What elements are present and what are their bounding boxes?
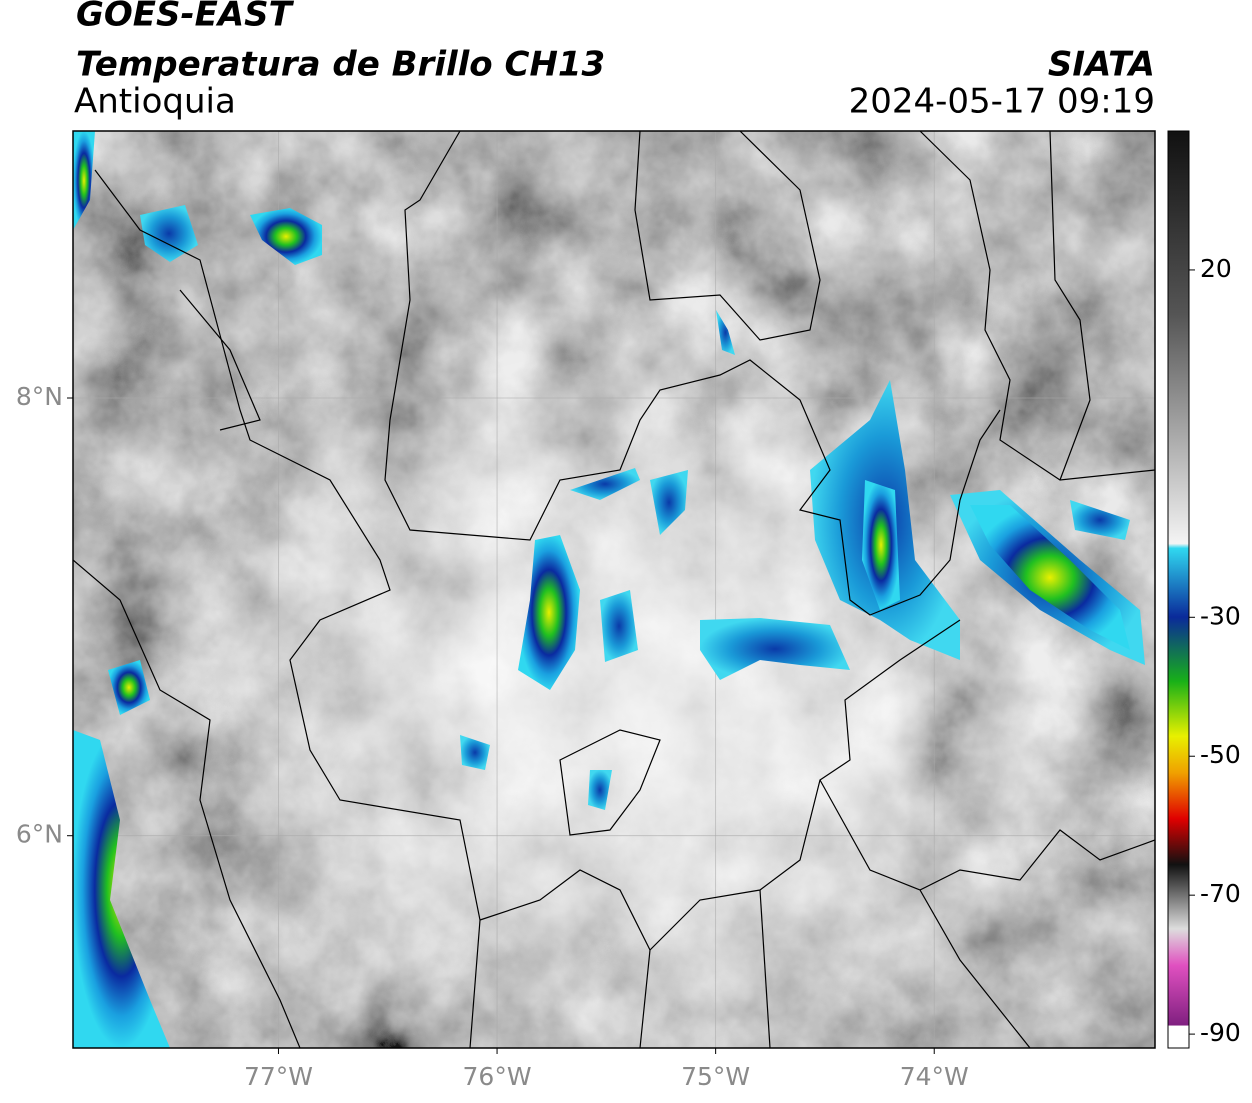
x-tick-label: 76°W bbox=[463, 1062, 532, 1091]
colorbar-tick-label: -70 bbox=[1200, 879, 1241, 908]
title: GOES-EAST bbox=[76, 0, 295, 35]
x-tick-label: 77°W bbox=[244, 1062, 313, 1091]
colorbar-tick-label: 20 bbox=[1200, 254, 1232, 283]
colorbar-tick-label: -30 bbox=[1200, 601, 1241, 630]
y-tick-label: 8°N bbox=[16, 382, 63, 411]
colorbar bbox=[1167, 130, 1190, 1049]
x-tick-label: 74°W bbox=[900, 1062, 969, 1091]
colorbar-tick-label: -50 bbox=[1200, 740, 1241, 769]
cold-clouds bbox=[73, 131, 1145, 1048]
datetime: 2024-05-17 09:19 bbox=[849, 82, 1155, 122]
y-tick-label: 6°N bbox=[16, 820, 63, 849]
map-axes: 77°W 76°W 75°W 74°W 8°N 6°N bbox=[16, 382, 969, 1091]
imagery-glow bbox=[73, 131, 1155, 1048]
source: SIATA bbox=[1048, 45, 1155, 85]
colorbar-ticks: 20 -30 -50 -70 -90 bbox=[1189, 254, 1241, 1047]
borders bbox=[73, 131, 1155, 1048]
region: Antioquia bbox=[74, 82, 236, 122]
map-frame bbox=[72, 130, 1156, 1049]
x-tick-label: 75°W bbox=[681, 1062, 750, 1091]
map-area bbox=[73, 131, 1155, 1048]
colorbar-tick-label: -90 bbox=[1200, 1018, 1241, 1047]
subtitle: Temperatura de Brillo CH13 bbox=[76, 45, 605, 85]
